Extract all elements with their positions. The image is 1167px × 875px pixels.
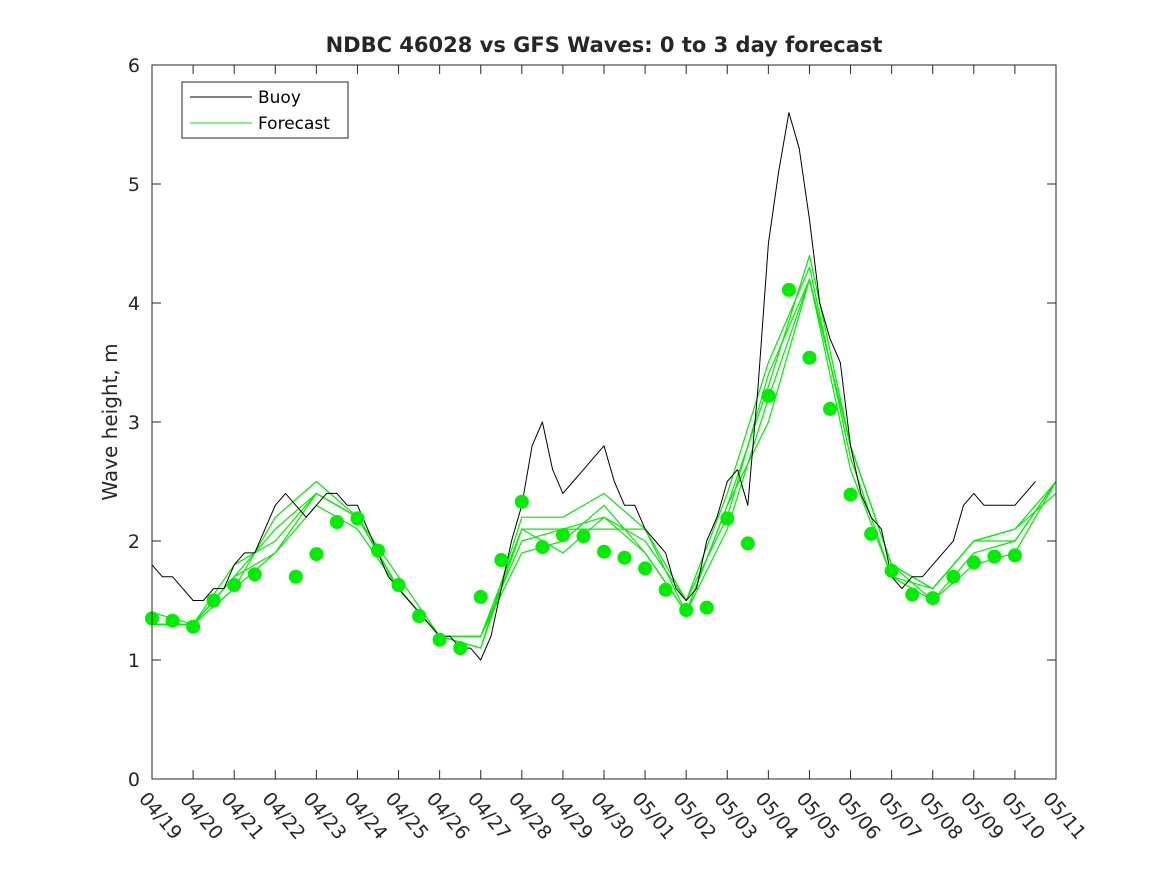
y-tick-label: 3: [128, 412, 140, 434]
forecast-marker: [679, 603, 694, 617]
forecast-marker: [432, 632, 447, 647]
plot-area: [152, 65, 1056, 779]
forecast-marker: [309, 547, 324, 562]
forecast-marker: [288, 569, 303, 584]
legend-box: [181, 81, 349, 139]
y-tick-label: 0: [128, 769, 140, 791]
buoy-line: [151, 112, 1036, 661]
forecast-marker: [802, 350, 817, 365]
y-tick-label: 5: [128, 174, 140, 196]
forecast-marker: [391, 578, 406, 592]
forecast-marker: [658, 582, 673, 597]
forecast-marker: [473, 589, 488, 604]
forecast-marker: [699, 600, 714, 615]
forecast-marker: [884, 563, 899, 578]
forecast-marker: [165, 613, 180, 628]
forecast-marker: [905, 587, 920, 602]
forecast-marker: [371, 543, 385, 558]
forecast-line-5: [152, 278, 1057, 649]
forecast-marker: [206, 593, 221, 608]
forecast-marker: [761, 388, 776, 403]
plot-layer: [145, 112, 1057, 661]
forecast-marker: [453, 641, 468, 656]
forecast-marker: [946, 569, 961, 584]
forecast-marker: [740, 536, 755, 551]
forecast-marker: [966, 555, 981, 570]
forecast-line-1: [151, 254, 1057, 637]
forecast-marker: [597, 544, 611, 559]
forecast-marker: [535, 540, 550, 554]
y-axis-label: Wave height, m: [98, 343, 122, 500]
forecast-marker: [617, 550, 632, 565]
forecast-marker: [1007, 548, 1022, 563]
forecast-marker: [494, 553, 509, 567]
forecast-marker: [247, 567, 262, 582]
forecast-marker: [227, 578, 242, 592]
forecast-marker: [987, 549, 1002, 564]
legend: Buoy Forecast: [181, 81, 349, 139]
y-tick-label: 2: [128, 531, 140, 553]
chart-title: NDBC 46028 vs GFS Waves: 0 to 3 day fore…: [326, 33, 883, 57]
forecast-marker: [555, 528, 570, 543]
y-tick-label: 1: [128, 650, 140, 672]
forecast-marker: [720, 511, 735, 526]
forecast-marker: [412, 609, 427, 623]
forecast-marker: [864, 526, 879, 541]
forecast-marker: [843, 487, 858, 502]
forecast-marker: [781, 282, 796, 297]
forecast-marker: [329, 515, 344, 529]
forecast-marker: [576, 529, 591, 544]
forecast-marker: [350, 511, 365, 526]
legend-forecast-label: Forecast: [258, 114, 330, 134]
legend-buoy-label: Buoy: [258, 88, 301, 108]
forecast-line-3: [152, 278, 1057, 649]
forecast-marker: [925, 591, 940, 606]
forecast-marker: [823, 401, 837, 416]
forecast-marker: [638, 561, 653, 576]
forecast-marker: [514, 494, 529, 509]
y-tick-label: 6: [128, 55, 140, 77]
y-tick-label: 4: [128, 293, 140, 315]
forecast-marker: [186, 619, 201, 634]
